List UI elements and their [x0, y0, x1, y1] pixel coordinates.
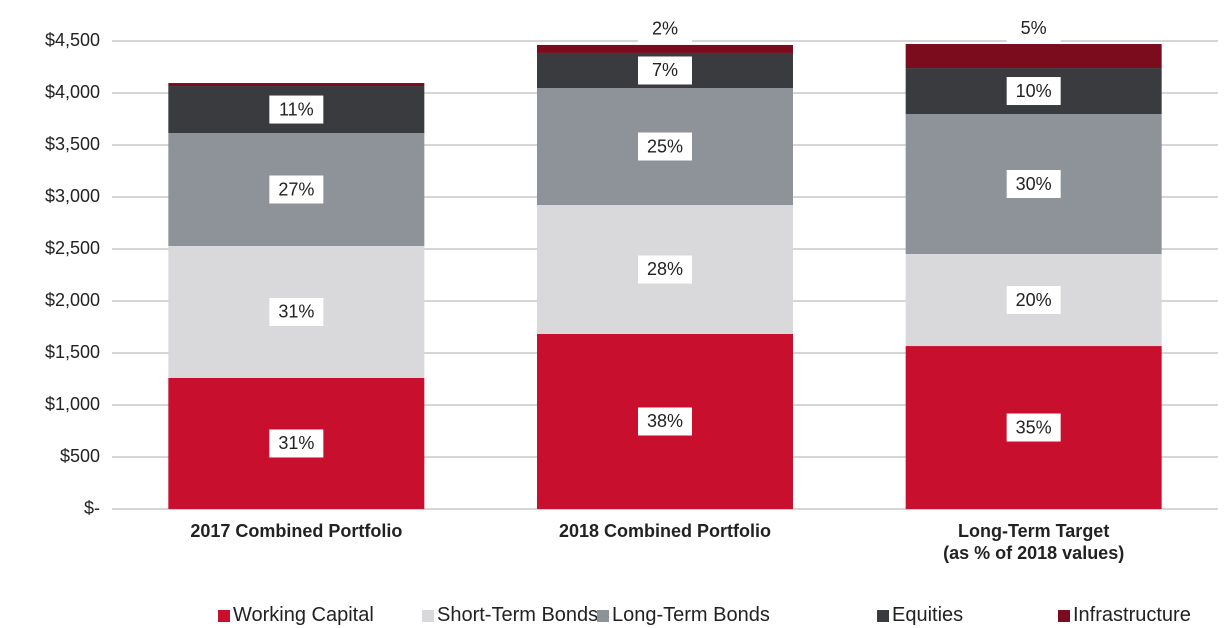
legend-item: Infrastructure [1058, 604, 1191, 627]
x-tick-label: Long-Term Target (as % of 2018 values) [943, 521, 1125, 563]
data-label: 25% [647, 136, 683, 156]
data-label-box [638, 132, 692, 161]
data-label: 27% [278, 179, 314, 199]
legend-item: Equities [877, 604, 963, 627]
data-label: 28% [647, 259, 683, 279]
y-tick-label: $4,500 [45, 30, 100, 50]
data-label: 10% [1016, 81, 1052, 101]
y-tick-label: $3,000 [45, 186, 100, 206]
y-tick-label: $- [84, 498, 100, 518]
legend-swatch [218, 609, 230, 622]
data-label-box [638, 56, 692, 85]
bar-segment [905, 44, 1162, 69]
legend-label: Long-Term Bonds [612, 604, 770, 626]
data-label-box [1006, 14, 1061, 43]
data-label-box [1006, 77, 1061, 106]
data-label-box [269, 429, 324, 458]
legend-item: Working Capital [218, 604, 374, 627]
data-label-box [269, 175, 324, 204]
data-label-box [269, 95, 324, 124]
data-label: 35% [1016, 417, 1052, 437]
bar-segment [537, 44, 793, 53]
y-tick-label: $1,000 [45, 394, 100, 414]
bar-segment [168, 83, 425, 87]
legend-item: Short-Term Bonds [422, 604, 598, 627]
x-tick-label: 2018 Combined Portfolio [558, 521, 772, 541]
legend-item: Long-Term Bonds [597, 604, 770, 627]
data-label: 11% [279, 99, 314, 119]
y-tick-label: $3,500 [45, 134, 100, 154]
y-tick-label: $4,000 [45, 82, 100, 102]
data-label: 30% [1016, 174, 1052, 194]
data-label: 7% [652, 60, 678, 80]
data-label-box [638, 255, 692, 284]
x-tick-label: 2017 Combined Portfolio [190, 521, 403, 541]
legend-swatch [1058, 609, 1070, 622]
data-label: 20% [1016, 290, 1052, 310]
data-label: 31% [278, 433, 314, 453]
y-tick-label: $2,500 [45, 238, 100, 258]
y-tick-label: $1,500 [45, 342, 100, 362]
data-label-box [638, 14, 692, 43]
data-label-box [1006, 170, 1061, 198]
legend-label: Equities [892, 604, 964, 626]
legend-label: Working Capital [233, 604, 374, 626]
y-tick-label: $2,000 [45, 290, 100, 310]
data-label-box [638, 407, 692, 436]
data-label: 31% [278, 302, 314, 322]
data-label-box [269, 297, 324, 326]
legend-label: Short-Term Bonds [437, 604, 599, 626]
legend-swatch [422, 609, 434, 622]
y-tick-label: $500 [60, 446, 100, 466]
data-label: 2% [652, 19, 678, 39]
legend-label: Infrastructure [1073, 604, 1191, 626]
data-label-box [1006, 413, 1061, 442]
data-label: 5% [1021, 18, 1047, 38]
legend-swatch [877, 609, 889, 622]
data-label: 38% [647, 411, 683, 431]
data-label-box [1006, 286, 1061, 315]
legend-swatch [597, 609, 609, 622]
